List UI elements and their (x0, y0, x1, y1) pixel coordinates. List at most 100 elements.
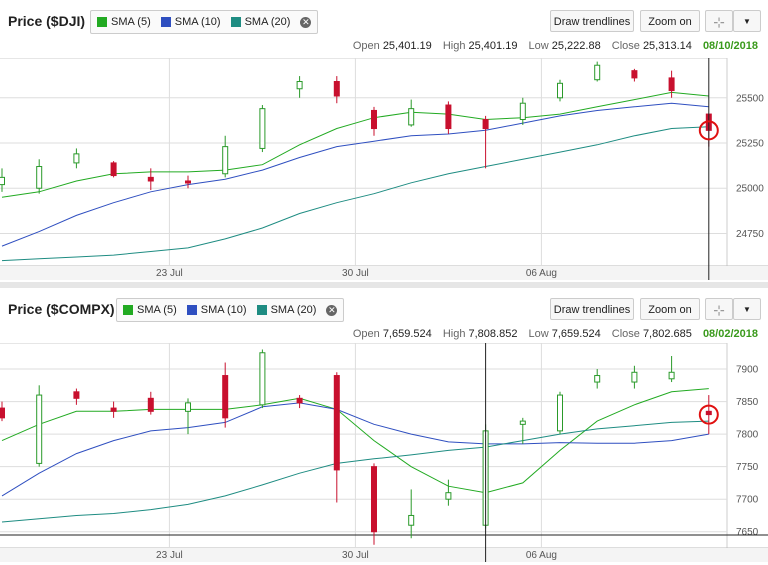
candle (222, 362, 229, 428)
legend-item-sma5[interactable]: SMA (5) (123, 304, 177, 316)
candle-body (408, 514, 415, 526)
open-value: 25,401.19 (382, 40, 432, 52)
sma-line-5 (1, 388, 709, 494)
candle (594, 369, 601, 389)
candle-body (73, 391, 80, 399)
candle-body (185, 180, 191, 184)
legend-item-sma10[interactable]: SMA (10) (160, 16, 221, 28)
chevron-down-icon[interactable]: ▼ (733, 10, 761, 32)
legend-label: SMA (10) (200, 304, 247, 316)
candle (110, 401, 117, 418)
y-tick-label: 25500 (736, 93, 764, 104)
legend-label: SMA (20) (270, 304, 317, 316)
candle (408, 489, 415, 539)
x-tick-label: 23 Jul (156, 550, 183, 561)
candle-body (222, 375, 229, 419)
draw-trendlines-button[interactable]: Draw trendlines (550, 10, 634, 32)
candle (259, 349, 266, 409)
close-icon[interactable]: ✕ (300, 16, 312, 28)
y-tick-label: 7750 (736, 462, 759, 473)
candle-body (668, 77, 675, 92)
candle (185, 398, 191, 435)
candle (445, 479, 452, 506)
close-icon[interactable]: ✕ (326, 304, 338, 316)
zoom-on-button[interactable]: Zoom on (640, 10, 700, 32)
x-tick-label: 30 Jul (342, 268, 369, 279)
x-tick-label: 06 Aug (526, 268, 557, 279)
sma-line-20 (1, 126, 709, 262)
candle (631, 68, 638, 82)
x-tick-label: 23 Jul (156, 268, 183, 279)
low-value: 7,659.524 (551, 328, 601, 340)
crosshair-icon[interactable]: ⊹ (705, 10, 733, 32)
candle (73, 388, 80, 405)
candle-body (519, 102, 526, 120)
panel-separator (0, 282, 768, 288)
zoom-on-button[interactable]: Zoom on (640, 298, 700, 320)
candle-body (296, 81, 303, 90)
candle-body (147, 397, 154, 412)
y-tick-label: 7800 (736, 430, 759, 441)
price-chart-compx[interactable]: 7650 7700 7750 7800 7850 7900 23 Jul 30 Jul 06 A… (0, 343, 768, 562)
candle-body (36, 166, 43, 189)
legend-item-sma5[interactable]: SMA (5) (97, 16, 151, 28)
candle-body (557, 394, 563, 432)
candle-body (445, 492, 452, 500)
legend-item-sma10[interactable]: SMA (10) (186, 304, 247, 316)
candle (445, 101, 452, 134)
x-tick-label: 30 Jul (342, 550, 369, 561)
x-tick-label: 06 Aug (526, 550, 557, 561)
candle-body (333, 81, 340, 97)
candle-body (147, 176, 154, 182)
candle (557, 391, 563, 435)
x-axis-band (0, 548, 768, 562)
close-label: Close (611, 40, 640, 52)
selection-marker-circle (698, 404, 719, 425)
chart-panel-compx: Price ($COMPX) SMA (5) SMA (10) SMA (20)… (0, 288, 768, 565)
price-chart-dji[interactable]: 24750 25000 25250 25500 23 Jul 30 Jul 06 Aug (0, 58, 768, 282)
candle (705, 395, 712, 435)
candle-body (0, 176, 5, 186)
candle (333, 76, 340, 104)
candle (0, 168, 5, 192)
legend-label: SMA (20) (244, 16, 291, 28)
candle (296, 76, 303, 98)
candle (296, 395, 303, 409)
open-label: Open (352, 40, 380, 52)
legend-swatch (230, 17, 241, 27)
crosshair-icon[interactable]: ⊹ (705, 298, 733, 320)
candle (147, 391, 154, 415)
sma-line-5 (1, 91, 709, 198)
candle-body (259, 352, 266, 406)
legend-label: SMA (5) (111, 16, 151, 28)
x-axis-band (0, 266, 768, 280)
legend-swatch (256, 305, 267, 315)
draw-trendlines-button[interactable]: Draw trendlines (550, 298, 634, 320)
legend-item-sma20[interactable]: SMA (20) (256, 304, 317, 316)
low-value: 25,222.88 (551, 40, 601, 52)
candle (557, 79, 563, 102)
y-tick-label: 25000 (736, 184, 764, 195)
candle (668, 70, 675, 98)
indicator-legend: SMA (5) SMA (10) SMA (20) ✕ (90, 10, 319, 34)
low-label: Low (528, 328, 549, 340)
y-tick-label: 7900 (736, 365, 759, 376)
close-value: 7,802.685 (642, 328, 692, 340)
candle-body (222, 146, 229, 175)
close-label: Close (611, 328, 640, 340)
candle-body (110, 162, 117, 177)
candle (482, 115, 489, 169)
candle (371, 106, 377, 136)
chart-panel-dji: Price ($DJI) SMA (5) SMA (10) SMA (20) ✕… (0, 0, 768, 282)
candle (185, 175, 191, 189)
ohlc-readout: Open 25,401.19 High 25,401.19 Low 25,222… (353, 40, 758, 52)
candle (668, 356, 675, 383)
date-value: 08/10/2018 (702, 40, 758, 52)
chevron-down-icon[interactable]: ▼ (733, 298, 761, 320)
candle-body (371, 109, 377, 130)
sma-line-10 (1, 102, 709, 247)
open-value: 7,659.524 (382, 328, 432, 340)
selection-marker-circle (698, 120, 719, 141)
legend-item-sma20[interactable]: SMA (20) (230, 16, 291, 28)
legend-label: SMA (5) (137, 304, 177, 316)
